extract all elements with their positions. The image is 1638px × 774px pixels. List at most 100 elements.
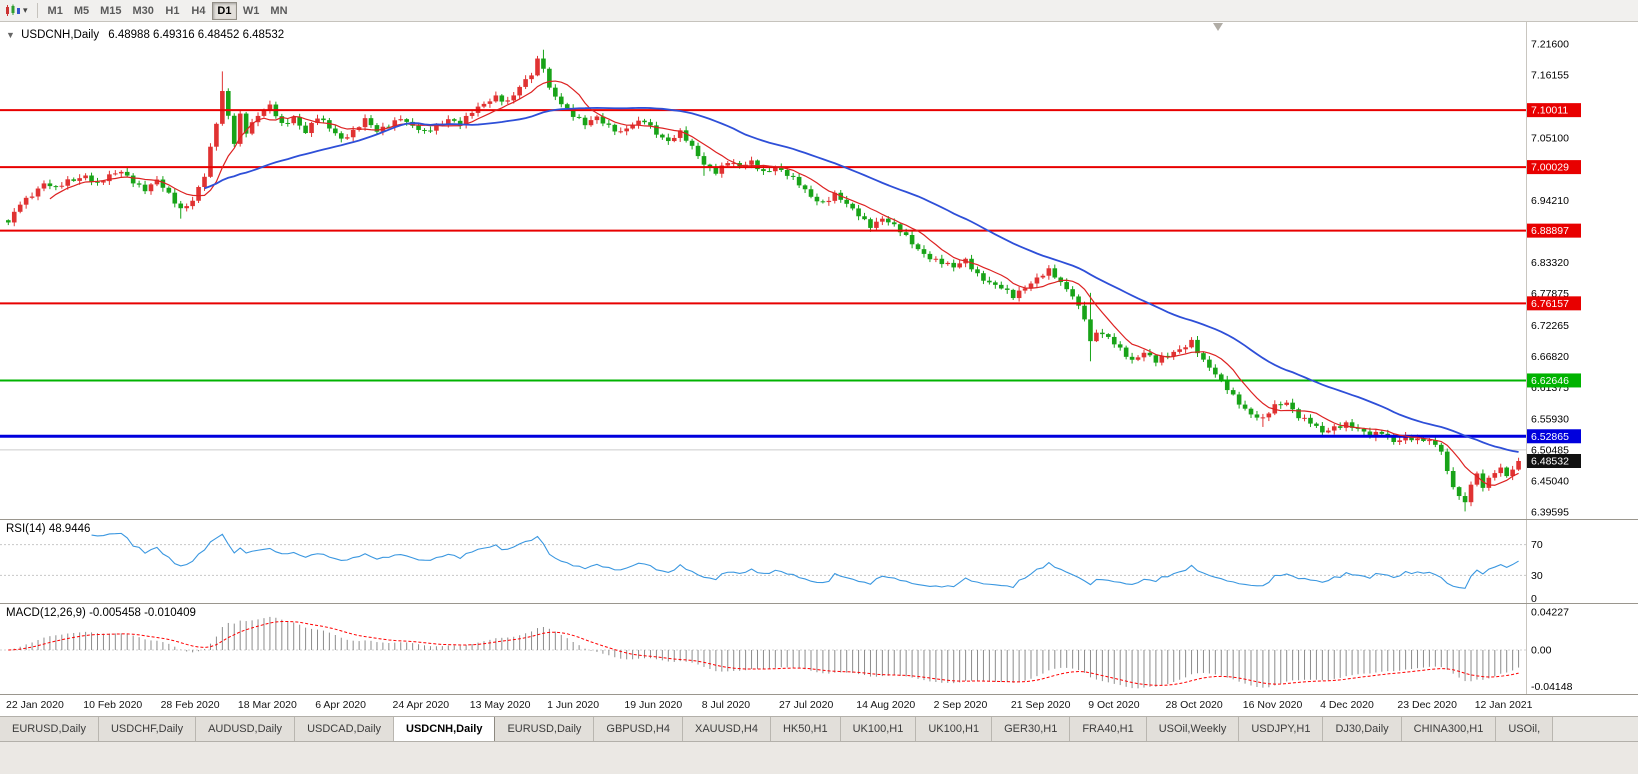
- chart-tab-eurusd-daily[interactable]: EURUSD,Daily: [0, 717, 99, 741]
- level-price-tag: [1527, 296, 1581, 311]
- chart-tab-uk100-h1[interactable]: UK100,H1: [840, 717, 917, 741]
- date-label: 9 Oct 2020: [1088, 699, 1140, 711]
- level-price-tag: [1527, 160, 1581, 175]
- chart-tab-usoil-[interactable]: USOil,: [1496, 717, 1554, 741]
- date-label: 2 Sep 2020: [933, 699, 988, 711]
- timeframe-button-mn[interactable]: MN: [265, 2, 292, 20]
- chart-tab-gbpusd-h4[interactable]: GBPUSD,H4: [594, 717, 683, 741]
- price-chart-panel[interactable]: 7.21600 7.16155 7.05100 6.94210 6.83320 6.778…: [0, 22, 1638, 519]
- chart-tab-uk100-h1[interactable]: UK100,H1: [916, 717, 993, 741]
- price-axis-tick: 7.05100: [1531, 133, 1569, 145]
- date-label: 19 Jun 2020: [624, 699, 683, 711]
- price-axis-tick: 6.55930: [1531, 413, 1569, 425]
- chart-tab-audusd-daily[interactable]: AUDUSD,Daily: [196, 717, 296, 741]
- chart-tab-china300-h1[interactable]: CHINA300,H1: [1401, 717, 1497, 741]
- timeframe-button-group: M1 M5 M15 M30 H1 H4 D1 W1 MN: [43, 1, 293, 20]
- macd-signal-line: [8, 621, 1519, 686]
- price-axis-tick: 6.45040: [1531, 475, 1569, 487]
- svg-text:7.10011: 7.10011: [1531, 105, 1568, 117]
- svg-text:7.00029: 7.00029: [1531, 162, 1569, 174]
- rsi-axis-tick: 70: [1531, 539, 1543, 551]
- collapse-triangle-icon[interactable]: ▼: [6, 30, 15, 40]
- date-label: 23 Dec 2020: [1397, 699, 1457, 711]
- chart-title: ▼ USDCNH,Daily 6.48988 6.49316 6.48452 6…: [6, 29, 284, 41]
- bid-price-tag: [1527, 453, 1581, 468]
- timeframe-toolbar: ▾ M1 M5 M15 M30 H1 H4 D1 W1 MN: [0, 0, 1638, 22]
- timeframe-button-m1[interactable]: M1: [43, 2, 68, 20]
- toolbar-separator: [36, 3, 38, 18]
- chart-tabs-bar: EURUSD,Daily USDCHF,Daily AUDUSD,Daily USDC…: [0, 716, 1638, 741]
- candlestick-chart-icon[interactable]: [5, 4, 21, 18]
- price-axis-tick: 7.21600: [1531, 39, 1569, 51]
- status-bar: [0, 741, 1638, 774]
- ma-slow-line: [204, 106, 1519, 453]
- chart-tab-usdcad-daily[interactable]: USDCAD,Daily: [295, 717, 395, 741]
- rsi-axis-tick: 30: [1531, 570, 1543, 582]
- date-label: 4 Dec 2020: [1320, 699, 1374, 711]
- macd-label: MACD(12,26,9) -0.005458 -0.010409: [6, 607, 196, 619]
- chart-tab-eurusd-daily[interactable]: EURUSD,Daily: [495, 717, 595, 741]
- level-price-tag: [1527, 223, 1581, 238]
- chart-tab-fra40-h1[interactable]: FRA40,H1: [1070, 717, 1147, 741]
- level-price-tag: [1527, 373, 1581, 388]
- svg-text:6.62646: 6.62646: [1531, 375, 1569, 387]
- price-axis-tick: 6.66820: [1531, 351, 1569, 363]
- chart-tab-usdchf-daily[interactable]: USDCHF,Daily: [98, 717, 197, 741]
- chart-tab-usdjpy-h1[interactable]: USDJPY,H1: [1239, 717, 1324, 741]
- date-label: 27 Jul 2020: [779, 699, 834, 711]
- date-label: 18 Mar 2020: [237, 699, 297, 711]
- symbol-period-label: USDCNH,Daily: [21, 29, 100, 41]
- date-label: 24 Apr 2020: [392, 699, 450, 711]
- date-label: 13 May 2020: [469, 699, 531, 711]
- chart-tab-usoil-weekly[interactable]: USOil,Weekly: [1146, 717, 1240, 741]
- timeframe-button-h1[interactable]: H1: [160, 2, 185, 20]
- rsi-line: [91, 532, 1519, 589]
- date-axis: 22 Jan 2020 10 Feb 2020 28 Feb 2020 18 Mar …: [0, 694, 1638, 716]
- svg-text:6.88897: 6.88897: [1531, 225, 1569, 237]
- date-label: 12 Jan 2021: [1474, 699, 1533, 711]
- svg-text:6.76157: 6.76157: [1531, 298, 1569, 310]
- chart-type-caret-icon[interactable]: ▾: [23, 5, 28, 15]
- date-label: 14 Aug 2020: [856, 699, 916, 711]
- price-axis-tick: 6.39595: [1531, 507, 1569, 519]
- level-price-tag: [1527, 103, 1581, 118]
- macd-histogram: [13, 616, 1520, 689]
- date-label: 21 Sep 2020: [1010, 699, 1071, 711]
- price-axis-tick: 6.50485: [1531, 444, 1569, 456]
- chart-tab-usdcnh-daily[interactable]: USDCNH,Daily: [394, 717, 496, 741]
- macd-canvas: 0.04227 0.00 -0.04148: [0, 604, 1573, 694]
- timeframe-button-m15[interactable]: M15: [95, 2, 126, 20]
- ohlc-values: 6.48988 6.49316 6.48452 6.48532: [108, 29, 285, 41]
- rsi-indicator-panel[interactable]: 70 30 0 RSI(14) 48.9446: [0, 519, 1638, 603]
- rsi-axis-tick: 0: [1531, 593, 1537, 603]
- chart-shift-marker[interactable]: [1213, 23, 1223, 31]
- date-label: 10 Feb 2020: [83, 699, 143, 711]
- rsi-label: RSI(14) 48.9446: [6, 523, 91, 535]
- candles-group: [6, 49, 1521, 512]
- rsi-canvas: 70 30 0: [0, 520, 1543, 603]
- timeframe-button-w1[interactable]: W1: [238, 2, 265, 20]
- timeframe-button-m5[interactable]: M5: [69, 2, 94, 20]
- date-label: 28 Oct 2020: [1165, 699, 1223, 711]
- svg-text:6.52865: 6.52865: [1531, 431, 1569, 443]
- timeframe-button-m30[interactable]: M30: [128, 2, 159, 20]
- macd-axis-tick: -0.04148: [1531, 681, 1573, 693]
- chart-tab-ger30-h1[interactable]: GER30,H1: [992, 717, 1071, 741]
- date-label: 1 Jun 2020: [547, 699, 600, 711]
- price-axis-tick: 6.72265: [1531, 320, 1569, 332]
- candlestick-chart-canvas[interactable]: 7.216007.161557.051006.942106.833206.778…: [0, 22, 1638, 519]
- chart-tab-xauusd-h4[interactable]: XAUUSD,H4: [682, 717, 771, 741]
- date-label: 16 Nov 2020: [1242, 699, 1303, 711]
- chart-tab-hk50-h1[interactable]: HK50,H1: [770, 717, 841, 741]
- macd-axis-tick: 0.00: [1531, 645, 1552, 657]
- date-label: 22 Jan 2020: [6, 699, 64, 711]
- price-axis-tick: 6.83320: [1531, 257, 1569, 269]
- date-label: 6 Apr 2020: [315, 699, 366, 711]
- timeframe-button-d1[interactable]: D1: [211, 1, 237, 20]
- timeframe-button-h4[interactable]: H4: [186, 2, 211, 20]
- macd-indicator-panel[interactable]: 0.04227 0.00 -0.04148 MACD(12,26,9) -0.005…: [0, 603, 1638, 694]
- macd-axis-tick: 0.04227: [1531, 606, 1569, 618]
- date-label: 28 Feb 2020: [160, 699, 220, 711]
- chart-tab-dj30-daily[interactable]: DJ30,Daily: [1323, 717, 1402, 741]
- ma-fast-line: [49, 80, 1519, 486]
